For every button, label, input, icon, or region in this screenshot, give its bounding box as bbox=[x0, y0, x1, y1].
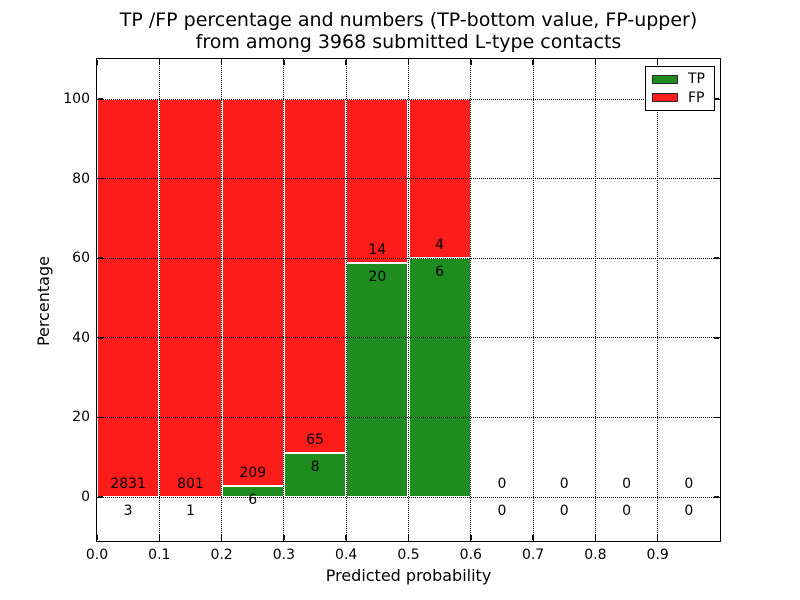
x-tick-mark bbox=[470, 535, 472, 540]
tp-count-label: 0 bbox=[622, 503, 631, 519]
bar-tp-segment bbox=[283, 453, 347, 497]
y-tick-mark bbox=[98, 98, 103, 100]
x-tick-mark bbox=[158, 535, 161, 540]
fp-count-label: 801 bbox=[177, 475, 204, 492]
bar-fp-segment bbox=[283, 99, 347, 454]
x-tick-mark-top bbox=[283, 60, 285, 65]
x-tick-mark bbox=[345, 535, 347, 540]
legend: TP FP bbox=[645, 66, 715, 111]
x-tick-label: 0.6 bbox=[459, 547, 482, 563]
x-tick-label: 0.8 bbox=[584, 547, 607, 563]
y-tick-mark bbox=[98, 177, 103, 180]
fp-count-label: 2831 bbox=[110, 475, 146, 492]
gridline-vertical bbox=[158, 59, 160, 541]
legend-entry-tp: TP bbox=[652, 72, 708, 86]
y-tick-mark bbox=[98, 337, 103, 339]
x-tick-mark-top bbox=[96, 60, 98, 65]
tp-count-label: 0 bbox=[497, 503, 507, 519]
y-tick-label: 60 bbox=[72, 250, 90, 267]
y-axis-label: Percentage bbox=[34, 256, 53, 347]
x-tick-mark bbox=[96, 535, 98, 540]
x-tick-mark-top bbox=[158, 60, 161, 65]
x-tick-label: 0.2 bbox=[210, 547, 233, 563]
chart-title-line2: from among 3968 submitted L-type contact… bbox=[195, 31, 622, 53]
y-tick-label: 20 bbox=[72, 409, 90, 426]
fp-count-label: 0 bbox=[559, 476, 569, 492]
bar-fp-segment bbox=[346, 99, 409, 263]
tp-count-label: 6 bbox=[248, 491, 258, 508]
y-tick-label: 100 bbox=[63, 91, 90, 107]
gridline-vertical bbox=[221, 59, 223, 541]
y-tick-mark-right bbox=[714, 496, 719, 498]
gridline-vertical bbox=[657, 59, 659, 541]
bar-fp-segment bbox=[159, 99, 222, 497]
x-tick-mark bbox=[407, 535, 410, 540]
x-tick-label: 0.0 bbox=[85, 547, 109, 563]
tp-count-label: 8 bbox=[310, 459, 320, 476]
legend-swatch-tp bbox=[652, 74, 678, 84]
y-tick-mark-right bbox=[714, 98, 719, 100]
fp-count-label: 14 bbox=[368, 241, 387, 258]
gridline-vertical bbox=[345, 59, 347, 541]
chart-title-line1: TP /FP percentage and numbers (TP-bottom… bbox=[119, 9, 698, 31]
x-tick-mark-top bbox=[532, 60, 534, 65]
legend-label-fp: FP bbox=[688, 89, 705, 106]
chart-title: TP /FP percentage and numbers (TP-bottom… bbox=[97, 9, 720, 53]
legend-label-tp: TP bbox=[688, 71, 705, 88]
gridline-vertical bbox=[470, 59, 472, 541]
x-tick-mark-top bbox=[220, 60, 223, 65]
y-tick-mark-right bbox=[714, 337, 719, 339]
fp-count-label: 209 bbox=[239, 464, 267, 481]
tp-count-label: 20 bbox=[368, 268, 387, 285]
y-tick-label: 80 bbox=[72, 170, 90, 187]
x-tick-mark-top bbox=[594, 60, 597, 65]
x-tick-mark bbox=[532, 535, 534, 540]
x-tick-mark-top bbox=[656, 60, 659, 65]
fp-count-label: 0 bbox=[684, 476, 694, 492]
y-tick-label: 0 bbox=[81, 489, 90, 505]
legend-swatch-fp bbox=[652, 93, 678, 103]
tp-count-label: 1 bbox=[185, 502, 195, 519]
bar-fp-segment bbox=[221, 99, 284, 486]
y-tick-mark-right bbox=[714, 257, 719, 259]
x-tick-label: 0.3 bbox=[272, 547, 296, 563]
tp-count-label: 3 bbox=[123, 502, 133, 519]
gridline-vertical bbox=[283, 59, 285, 541]
x-tick-label: 0.9 bbox=[646, 547, 669, 563]
gridline-vertical bbox=[532, 59, 534, 541]
x-axis-label: Predicted probability bbox=[325, 566, 492, 585]
y-tick-mark-right bbox=[714, 177, 719, 180]
fp-count-label: 0 bbox=[622, 476, 631, 492]
x-tick-mark bbox=[220, 535, 223, 540]
y-tick-mark bbox=[98, 257, 103, 259]
x-tick-label: 0.1 bbox=[148, 547, 171, 563]
x-tick-label: 0.4 bbox=[335, 547, 358, 563]
gridline-vertical bbox=[408, 59, 409, 541]
x-tick-mark-top bbox=[470, 60, 472, 65]
y-tick-mark bbox=[98, 416, 103, 419]
x-tick-mark-top bbox=[345, 60, 347, 65]
bar-tp-segment bbox=[346, 262, 409, 497]
y-tick-mark bbox=[98, 496, 103, 498]
x-tick-mark bbox=[656, 535, 659, 540]
x-tick-mark bbox=[594, 535, 597, 540]
x-tick-mark bbox=[283, 535, 285, 540]
bar-tp-segment bbox=[408, 258, 471, 497]
x-tick-label: 0.5 bbox=[397, 547, 420, 563]
tp-count-label: 0 bbox=[559, 503, 569, 519]
y-tick-label: 40 bbox=[72, 329, 90, 346]
bar-tp-segment bbox=[221, 485, 284, 497]
y-tick-mark-right bbox=[714, 416, 719, 419]
gridline-vertical bbox=[594, 59, 596, 541]
tp-count-label: 6 bbox=[435, 264, 445, 281]
tp-count-label: 0 bbox=[684, 503, 694, 519]
legend-entry-fp: FP bbox=[652, 91, 708, 105]
fp-count-label: 4 bbox=[435, 237, 445, 254]
fp-count-label: 65 bbox=[306, 432, 324, 449]
x-tick-label: 0.7 bbox=[521, 547, 545, 563]
bar-fp-segment bbox=[97, 99, 160, 497]
x-tick-mark-top bbox=[407, 60, 410, 65]
fp-count-label: 0 bbox=[497, 476, 507, 492]
